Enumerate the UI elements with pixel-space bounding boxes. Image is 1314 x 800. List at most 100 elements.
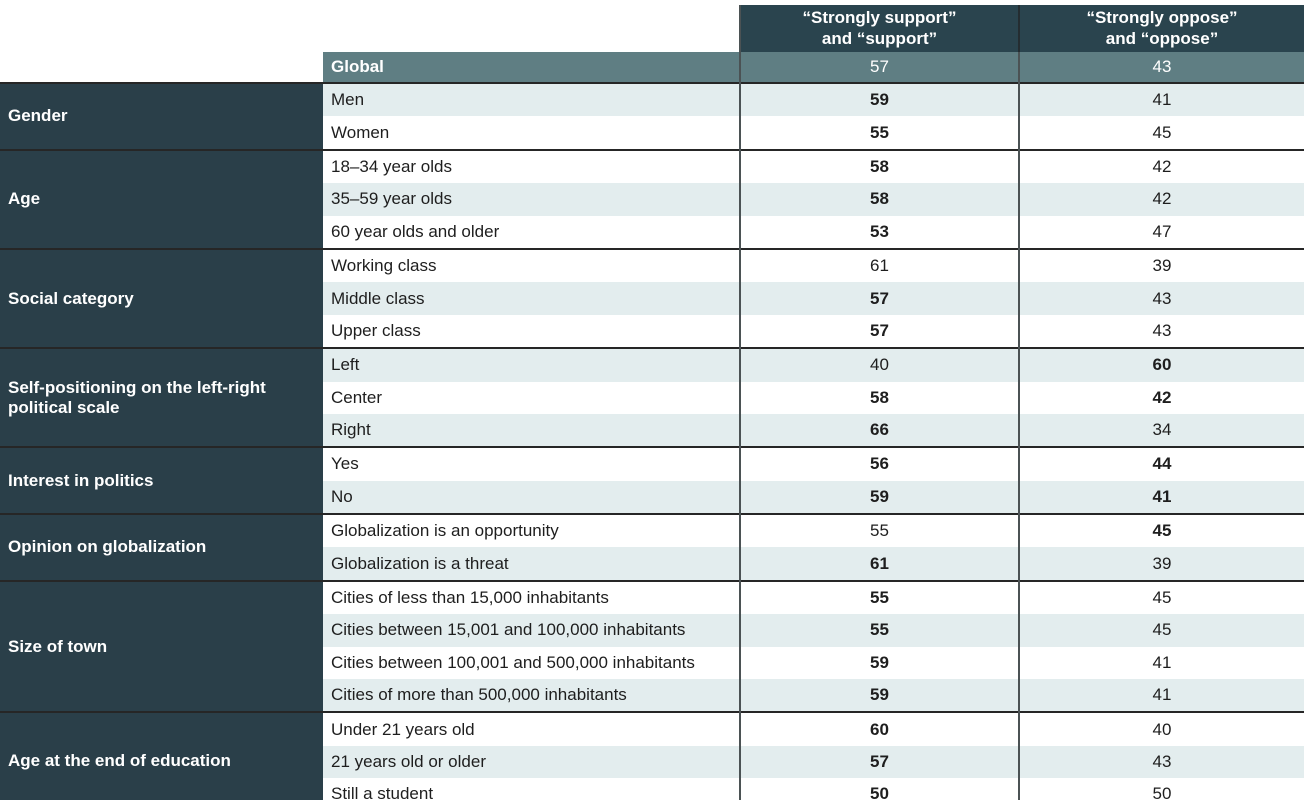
table-row: 21 years old or older 57 43 [0,745,1304,779]
table-row: Middle class 57 43 [0,282,1304,315]
support-value: 58 [739,183,1019,216]
oppose-value: 45 [1018,614,1304,647]
table-row: Cities between 100,001 and 500,000 inhab… [0,646,1304,680]
subgroup-label: Cities between 100,001 and 500,000 inhab… [323,646,740,680]
subgroup-label: Right [323,413,740,448]
subgroup-label: Cities of less than 15,000 inhabitants [323,579,740,615]
subgroup-label: Middle class [323,282,740,315]
support-value: 59 [739,81,1019,117]
subgroup-label: 35–59 year olds [323,183,740,216]
category-cell: Size of town [0,579,323,714]
support-value: 53 [739,215,1019,249]
global-oppose-value: 43 [1018,52,1304,83]
oppose-value: 43 [1018,314,1304,349]
oppose-value: 42 [1018,381,1304,414]
oppose-value: 45 [1018,579,1304,615]
table-row: Age 18–34 year olds 58 42 [0,148,1304,250]
support-value: 40 [739,347,1019,382]
table-row: Social category Working class 61 39 [0,247,1304,350]
support-value: 55 [739,579,1019,615]
oppose-value: 41 [1018,81,1304,117]
global-row: Global 57 43 [0,52,1304,83]
subgroup-label: Working class [323,247,740,283]
support-value: 61 [739,247,1019,283]
subgroup-label: Still a student [323,778,740,800]
table-row: Upper class 57 43 [0,314,1304,349]
oppose-value: 60 [1018,347,1304,382]
table-row: Cities of more than 500,000 inhabitants 5… [0,679,1304,713]
support-value: 59 [739,646,1019,680]
subgroup-label: 18–34 year olds [323,148,740,184]
category-cell: Self-positioning on the left-right polit… [0,347,323,449]
subgroup-label: Cities of more than 500,000 inhabitants [323,679,740,713]
table-body: Gender Men 59 41 Women 55 45 Age 18–34 year olds… [0,81,1304,800]
subgroup-label: Globalization is an opportunity [323,513,740,548]
table-row: Center 58 42 [0,381,1304,414]
global-label: Global [323,52,740,83]
subgroup-label: Women [323,116,740,150]
oppose-value: 39 [1018,547,1304,581]
subgroup-label: Cities between 15,001 and 100,000 inhabi… [323,614,740,647]
support-value: 57 [739,314,1019,349]
table-row: Opinion on globalization Globalization is… [0,513,1304,582]
oppose-value: 45 [1018,513,1304,548]
support-value: 61 [739,547,1019,581]
survey-table: “Strongly support” and “support” “Strong… [0,5,1304,800]
subgroup-label: Under 21 years old [323,711,740,746]
category-cell: Opinion on globalization [0,513,323,582]
oppose-value: 43 [1018,282,1304,315]
support-value: 58 [739,148,1019,184]
oppose-value: 44 [1018,446,1304,481]
support-value: 60 [739,711,1019,746]
oppose-value: 41 [1018,679,1304,713]
subgroup-label: Globalization is a threat [323,547,740,581]
support-value: 56 [739,446,1019,481]
subgroup-label: Men [323,81,740,117]
table-row: Self-positioning on the left-right polit… [0,347,1304,449]
support-value: 57 [739,282,1019,315]
oppose-value: 47 [1018,215,1304,249]
category-cell: Age at the end of education [0,711,323,800]
support-value: 57 [739,745,1019,779]
support-value: 59 [739,679,1019,713]
column-header-oppose: “Strongly oppose” and “oppose” [1018,5,1304,52]
table-row: Size of town Cities of less than 15,000 i… [0,579,1304,714]
global-support-value: 57 [739,52,1019,83]
oppose-value: 43 [1018,745,1304,779]
subgroup-label: Left [323,347,740,382]
global-blank-cell [0,52,323,83]
table-row: Cities between 15,001 and 100,000 inhabi… [0,614,1304,647]
oppose-value: 50 [1018,778,1304,800]
oppose-value: 41 [1018,480,1304,515]
support-value: 55 [739,614,1019,647]
oppose-value: 42 [1018,148,1304,184]
table-row: 60 year olds and older 53 47 [0,215,1304,249]
subgroup-label: 21 years old or older [323,745,740,779]
subgroup-label: Upper class [323,314,740,349]
header-blank-cell [0,5,740,52]
oppose-value: 42 [1018,183,1304,216]
category-cell: Interest in politics [0,446,323,516]
column-header-support: “Strongly support” and “support” [739,5,1019,52]
category-cell: Gender [0,82,323,151]
table-row: 35–59 year olds 58 42 [0,183,1304,216]
support-value: 55 [739,513,1019,548]
table-row: No 59 41 [0,480,1304,515]
subgroup-label: 60 year olds and older [323,215,740,249]
table-row: Still a student 50 50 [0,778,1304,800]
subgroup-label: Center [323,381,740,414]
table-row: Right 66 34 [0,413,1304,448]
oppose-value: 41 [1018,646,1304,680]
category-cell: Social category [0,247,323,350]
support-value: 59 [739,480,1019,515]
support-value: 50 [739,778,1019,800]
support-value: 58 [739,381,1019,414]
table-row: Women 55 45 [0,116,1304,150]
table-row: Gender Men 59 41 [0,81,1304,151]
oppose-value: 34 [1018,413,1304,448]
survey-results-page: “Strongly support” and “support” “Strong… [0,5,1314,800]
table-row: Age at the end of education Under 21 year… [0,711,1304,800]
category-cell: Age [0,148,323,250]
table-row: Globalization is a threat 61 39 [0,547,1304,581]
table-row: Interest in politics Yes 56 44 [0,446,1304,516]
